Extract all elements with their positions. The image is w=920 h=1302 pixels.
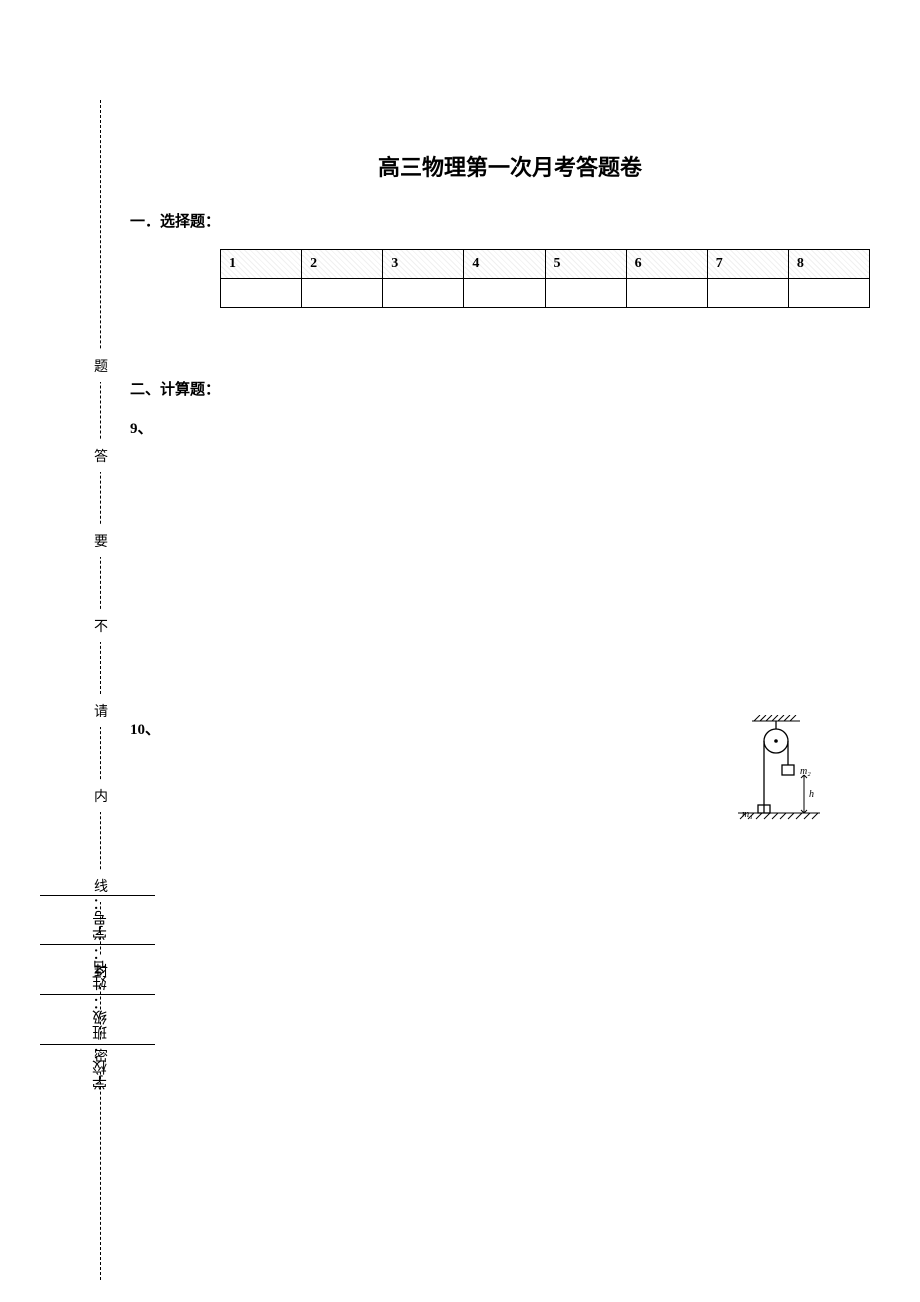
field-class: 班级： xyxy=(93,995,109,1040)
blank-id[interactable] xyxy=(40,895,155,896)
answer-table: 1 2 3 4 5 6 7 8 xyxy=(220,249,870,308)
blank-school[interactable] xyxy=(40,1044,155,1045)
th-7: 7 xyxy=(707,250,788,279)
td-2[interactable] xyxy=(302,279,383,308)
question-9: 9、 xyxy=(130,417,890,438)
h-label: h xyxy=(809,789,814,800)
th-6: 6 xyxy=(626,250,707,279)
td-4[interactable] xyxy=(464,279,545,308)
table-header-row: 1 2 3 4 5 6 7 8 xyxy=(221,250,870,279)
blank-name[interactable] xyxy=(40,945,155,946)
td-5[interactable] xyxy=(545,279,626,308)
th-8: 8 xyxy=(788,250,869,279)
th-2: 2 xyxy=(302,250,383,279)
table-answer-row xyxy=(221,279,870,308)
th-4: 4 xyxy=(464,250,545,279)
m1-label: m₁ xyxy=(742,809,753,820)
m2-label: m₂ xyxy=(800,766,811,777)
th-5: 5 xyxy=(545,250,626,279)
td-1[interactable] xyxy=(221,279,302,308)
page-content: 高三物理第一次月考答题卷 一．选择题： 1 2 3 4 5 6 7 8 二、计算… xyxy=(130,0,890,1302)
binding-sidebar: 密 封 线 内 请 不 要 答 题 学校： 班级： 姓名： 学号： xyxy=(38,100,118,1280)
section2-heading: 二、计算题： xyxy=(130,378,890,399)
th-3: 3 xyxy=(383,250,464,279)
field-school: 学校： xyxy=(93,1045,109,1090)
student-info: 学校： 班级： 姓名： 学号： xyxy=(38,310,157,1090)
td-8[interactable] xyxy=(788,279,869,308)
td-7[interactable] xyxy=(707,279,788,308)
field-name: 姓名： xyxy=(93,946,109,991)
td-3[interactable] xyxy=(383,279,464,308)
section1-heading: 一．选择题： xyxy=(130,210,890,231)
pulley-diagram: m₂ h m₁ xyxy=(730,715,830,835)
th-1: 1 xyxy=(221,250,302,279)
blank-class[interactable] xyxy=(40,994,155,995)
field-id: 学号： xyxy=(93,896,109,941)
page-title: 高三物理第一次月考答题卷 xyxy=(130,150,890,182)
td-6[interactable] xyxy=(626,279,707,308)
